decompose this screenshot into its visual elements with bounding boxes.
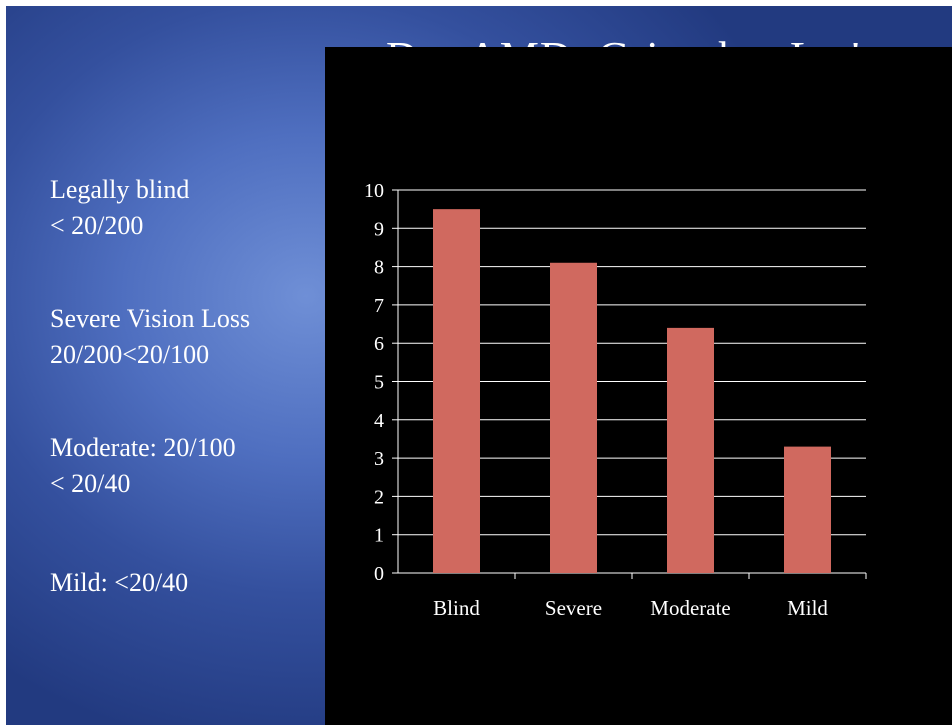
bullet-mild: Mild: <20/40 bbox=[50, 568, 189, 597]
y-tick-label: 4 bbox=[374, 410, 384, 432]
bar-severe bbox=[550, 262, 597, 573]
y-tick-label: 9 bbox=[374, 218, 384, 240]
y-tick-label: 5 bbox=[374, 372, 384, 394]
y-tick-label: 2 bbox=[374, 486, 384, 508]
bar-moderate bbox=[667, 327, 714, 573]
y-tick-label: 8 bbox=[374, 257, 384, 279]
y-tick-label: 0 bbox=[374, 563, 384, 585]
y-tick-label: 6 bbox=[374, 333, 384, 355]
x-tick-label: Severe bbox=[545, 596, 602, 620]
bar-mild bbox=[784, 446, 831, 573]
y-tick-label: 3 bbox=[374, 448, 384, 470]
bullet-legally-blind: Legally blind < 20/200 bbox=[50, 175, 190, 240]
y-tick-label: 7 bbox=[374, 295, 384, 317]
slide: Dry AMD: Grim, but Let's Legally blind <… bbox=[6, 6, 952, 725]
y-tick-label: 10 bbox=[364, 180, 384, 202]
bar-chart: 0 1 2 3 4 5 6 7 8 9 10 Blind Severe Moderate Mild bbox=[364, 180, 867, 620]
bullet-moderate: Moderate: 20/100 < 20/40 bbox=[50, 433, 236, 498]
bullet-severe-vision-loss: Severe Vision Loss 20/200<20/100 bbox=[50, 304, 251, 369]
x-tick-label: Mild bbox=[787, 596, 828, 620]
bar-blind bbox=[433, 209, 480, 573]
x-tick-label: Blind bbox=[433, 596, 480, 620]
y-tick-label: 1 bbox=[374, 525, 384, 547]
chart-panel: 0 1 2 3 4 5 6 7 8 9 10 Blind Severe Moderate Mild bbox=[325, 47, 952, 725]
x-tick-label: Moderate bbox=[650, 596, 730, 620]
